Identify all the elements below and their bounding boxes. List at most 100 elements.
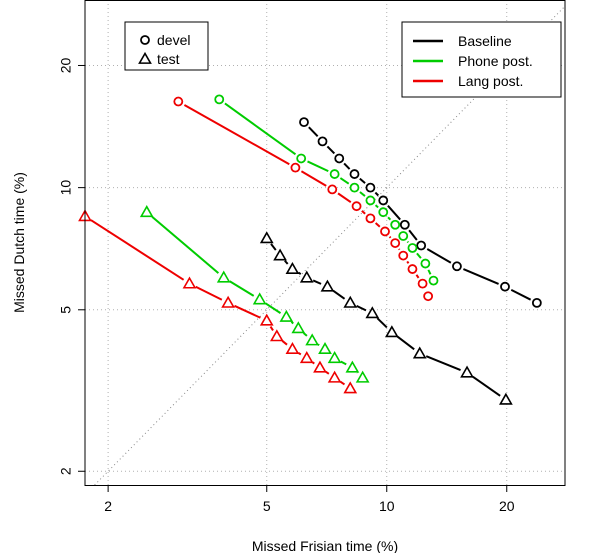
y-tick-label: 2 [58, 467, 74, 475]
x-tick-label: 20 [499, 498, 515, 514]
legend-label-phone-post-: Phone post. [458, 53, 533, 69]
series-segment [340, 178, 348, 184]
legend-label-test: test [157, 51, 180, 67]
data-point [218, 272, 229, 282]
y-tick-label: 5 [58, 306, 74, 314]
data-point [391, 239, 399, 247]
data-point [300, 118, 308, 126]
data-point [271, 331, 282, 341]
data-point [320, 344, 331, 354]
series-segment [376, 205, 379, 207]
series-segment [390, 237, 391, 238]
data-point [350, 184, 358, 192]
series-segment [338, 193, 351, 202]
series-segment [271, 327, 274, 331]
data-point [287, 264, 298, 274]
series-segment [397, 337, 414, 350]
data-point [281, 311, 292, 321]
data-point [379, 208, 387, 216]
series-segment [409, 230, 417, 240]
data-point [297, 154, 305, 162]
data-point [399, 232, 407, 240]
x-tick-label: 10 [379, 498, 395, 514]
data-point [366, 214, 374, 222]
legend-label-lang-post-: Lang post. [458, 73, 523, 89]
y-axis-label: Missed Dutch time (%) [11, 172, 27, 313]
series-segment [473, 377, 500, 396]
series-segment [230, 281, 254, 296]
series-test-lang-post [80, 211, 356, 393]
series-segment [309, 127, 318, 136]
data-point [500, 394, 511, 404]
data-point [261, 233, 272, 243]
data-point [287, 344, 298, 354]
data-point [345, 383, 356, 393]
data-point [331, 170, 339, 178]
data-point [462, 367, 473, 377]
series-segment [184, 105, 289, 164]
data-point [429, 277, 437, 285]
series-segment [91, 220, 184, 280]
series-segment [234, 306, 260, 318]
data-point [301, 353, 312, 363]
series-devel-baseline [300, 118, 541, 307]
series-segment [152, 217, 218, 273]
data-point [254, 294, 265, 304]
series-segment [463, 269, 498, 284]
data-point [421, 260, 429, 268]
data-point [215, 95, 223, 103]
data-point [381, 227, 389, 235]
data-point [533, 299, 541, 307]
series-test-phone-post [141, 207, 368, 382]
y-tick-label: 10 [58, 180, 74, 196]
series-segment [388, 217, 390, 219]
data-point [408, 265, 416, 273]
legend-systems: Baseline Phone post. Lang post. [402, 22, 561, 97]
series-segment [427, 249, 451, 263]
series-segment [417, 253, 421, 258]
data-point [184, 278, 195, 288]
legend-marker-devel [141, 36, 149, 44]
data-point [379, 196, 387, 204]
data-point [501, 283, 509, 291]
series-segment [313, 280, 321, 283]
legend-label-baseline: Baseline [458, 33, 512, 49]
data-point [424, 292, 432, 300]
series-segment [196, 287, 222, 300]
series-segment [377, 318, 387, 327]
data-point [223, 297, 234, 307]
data-point [357, 372, 368, 382]
series-segment [426, 356, 460, 370]
series-segment [388, 206, 400, 220]
y-tick-label: 20 [58, 57, 74, 73]
data-point [329, 353, 340, 363]
data-point [322, 281, 333, 291]
data-point [386, 327, 397, 337]
data-point [329, 372, 340, 382]
data-point [453, 262, 461, 270]
series-segment [375, 193, 378, 196]
series-segment [304, 333, 307, 336]
series-segment [285, 261, 288, 264]
data-point [291, 164, 299, 172]
data-point [319, 137, 327, 145]
data-point [307, 335, 318, 345]
series-segment [266, 303, 281, 313]
data-point [419, 280, 427, 288]
data-point [141, 207, 152, 217]
data-point [174, 98, 182, 106]
x-tick-label: 2 [104, 498, 112, 514]
series-segment [408, 242, 409, 243]
data-point [345, 297, 356, 307]
series-segment [407, 261, 408, 263]
data-point [335, 154, 343, 162]
data-point [366, 196, 374, 204]
data-point [293, 323, 304, 333]
series-segment [282, 341, 287, 345]
series-segment [511, 290, 530, 300]
data-point [391, 221, 399, 229]
